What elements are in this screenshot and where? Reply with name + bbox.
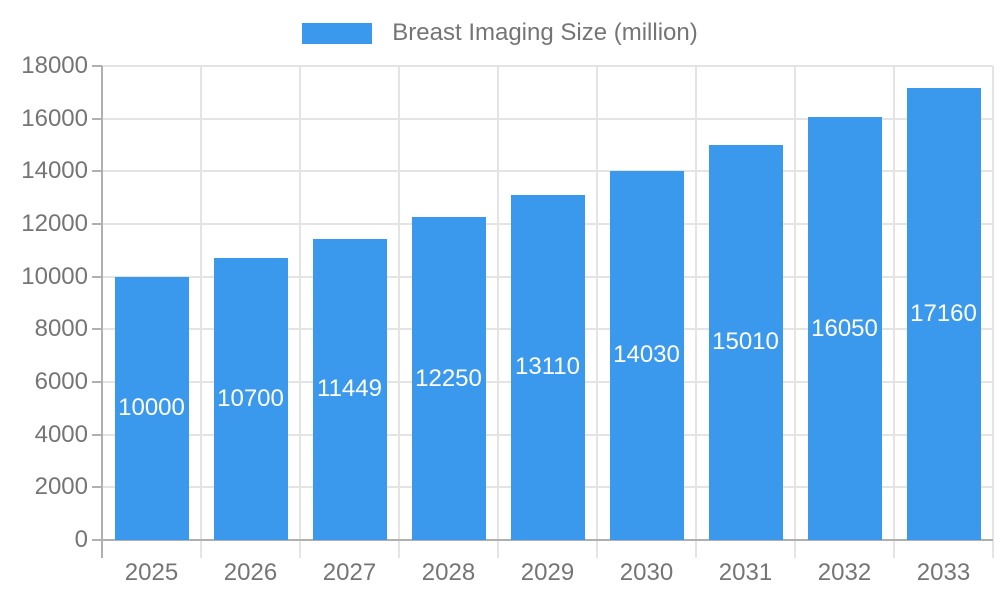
x-axis-line [102, 539, 993, 541]
bar-2032[interactable]: 16050 [807, 117, 882, 540]
y-axis-label: 4000 [34, 420, 88, 448]
bar-2028[interactable]: 12250 [411, 217, 486, 540]
v-gridline [200, 66, 202, 558]
y-axis-tick [92, 328, 102, 331]
v-gridline [794, 66, 796, 558]
h-gridline [102, 170, 993, 173]
y-axis-label: 18000 [21, 52, 88, 79]
v-gridline [497, 66, 499, 558]
y-axis-tick [92, 539, 102, 541]
bar-value-label: 10000 [118, 394, 185, 422]
x-axis-label: 2031 [718, 559, 773, 586]
y-axis-line [101, 66, 103, 558]
v-gridline [695, 66, 697, 558]
x-axis-label: 2029 [520, 559, 575, 586]
y-axis-label: 12000 [21, 210, 88, 237]
bar-2033[interactable]: 17160 [906, 88, 981, 540]
h-gridline [102, 117, 993, 120]
bar-2031[interactable]: 15010 [708, 144, 783, 540]
y-axis-tick [92, 117, 102, 120]
y-axis-tick [92, 170, 102, 173]
y-axis-tick [92, 223, 102, 225]
y-axis-tick [92, 381, 102, 383]
x-axis-label: 2027 [322, 559, 377, 586]
h-gridline [102, 65, 993, 67]
bar-value-label: 15010 [712, 328, 779, 356]
v-gridline [596, 66, 598, 558]
y-axis-label: 6000 [34, 368, 88, 395]
bar-value-label: 10700 [217, 385, 284, 413]
y-axis-label: 16000 [21, 104, 88, 132]
y-axis-label: 14000 [21, 157, 88, 185]
bar-value-label: 16050 [811, 314, 878, 342]
y-axis-label: 2000 [34, 473, 88, 501]
bar-2026[interactable]: 10700 [213, 258, 288, 540]
y-axis-label: 0 [74, 526, 88, 553]
bar-value-label: 13110 [515, 353, 580, 381]
bar-value-label: 11449 [317, 375, 382, 403]
bar-2030[interactable]: 14030 [609, 170, 684, 540]
y-axis-tick [92, 275, 102, 278]
x-axis-label: 2026 [223, 559, 278, 586]
x-axis-label: 2032 [817, 559, 872, 586]
v-gridline [299, 66, 301, 558]
v-gridline [992, 66, 994, 558]
y-axis-tick [92, 486, 102, 489]
y-axis-label: 10000 [21, 262, 88, 290]
x-axis-label: 2030 [619, 559, 674, 586]
x-axis-label: 2033 [916, 559, 971, 586]
x-axis-label: 2025 [124, 559, 179, 586]
bar-2029[interactable]: 13110 [510, 194, 585, 540]
v-gridline [398, 66, 400, 558]
x-axis-label: 2028 [421, 559, 476, 586]
legend-label: Breast Imaging Size (million) [392, 19, 698, 46]
bar-value-label: 14030 [613, 341, 680, 369]
v-gridline [893, 66, 895, 558]
y-axis-tick [92, 433, 102, 436]
bar-value-label: 17160 [910, 300, 977, 328]
bar-value-label: 12250 [415, 364, 482, 392]
y-axis-tick [92, 65, 102, 67]
legend-swatch [302, 22, 373, 44]
legend[interactable]: Breast Imaging Size (million) [0, 19, 1000, 47]
y-axis-label: 8000 [34, 315, 88, 343]
bar-2025[interactable]: 10000 [114, 276, 189, 540]
bar-2027[interactable]: 11449 [312, 238, 387, 540]
